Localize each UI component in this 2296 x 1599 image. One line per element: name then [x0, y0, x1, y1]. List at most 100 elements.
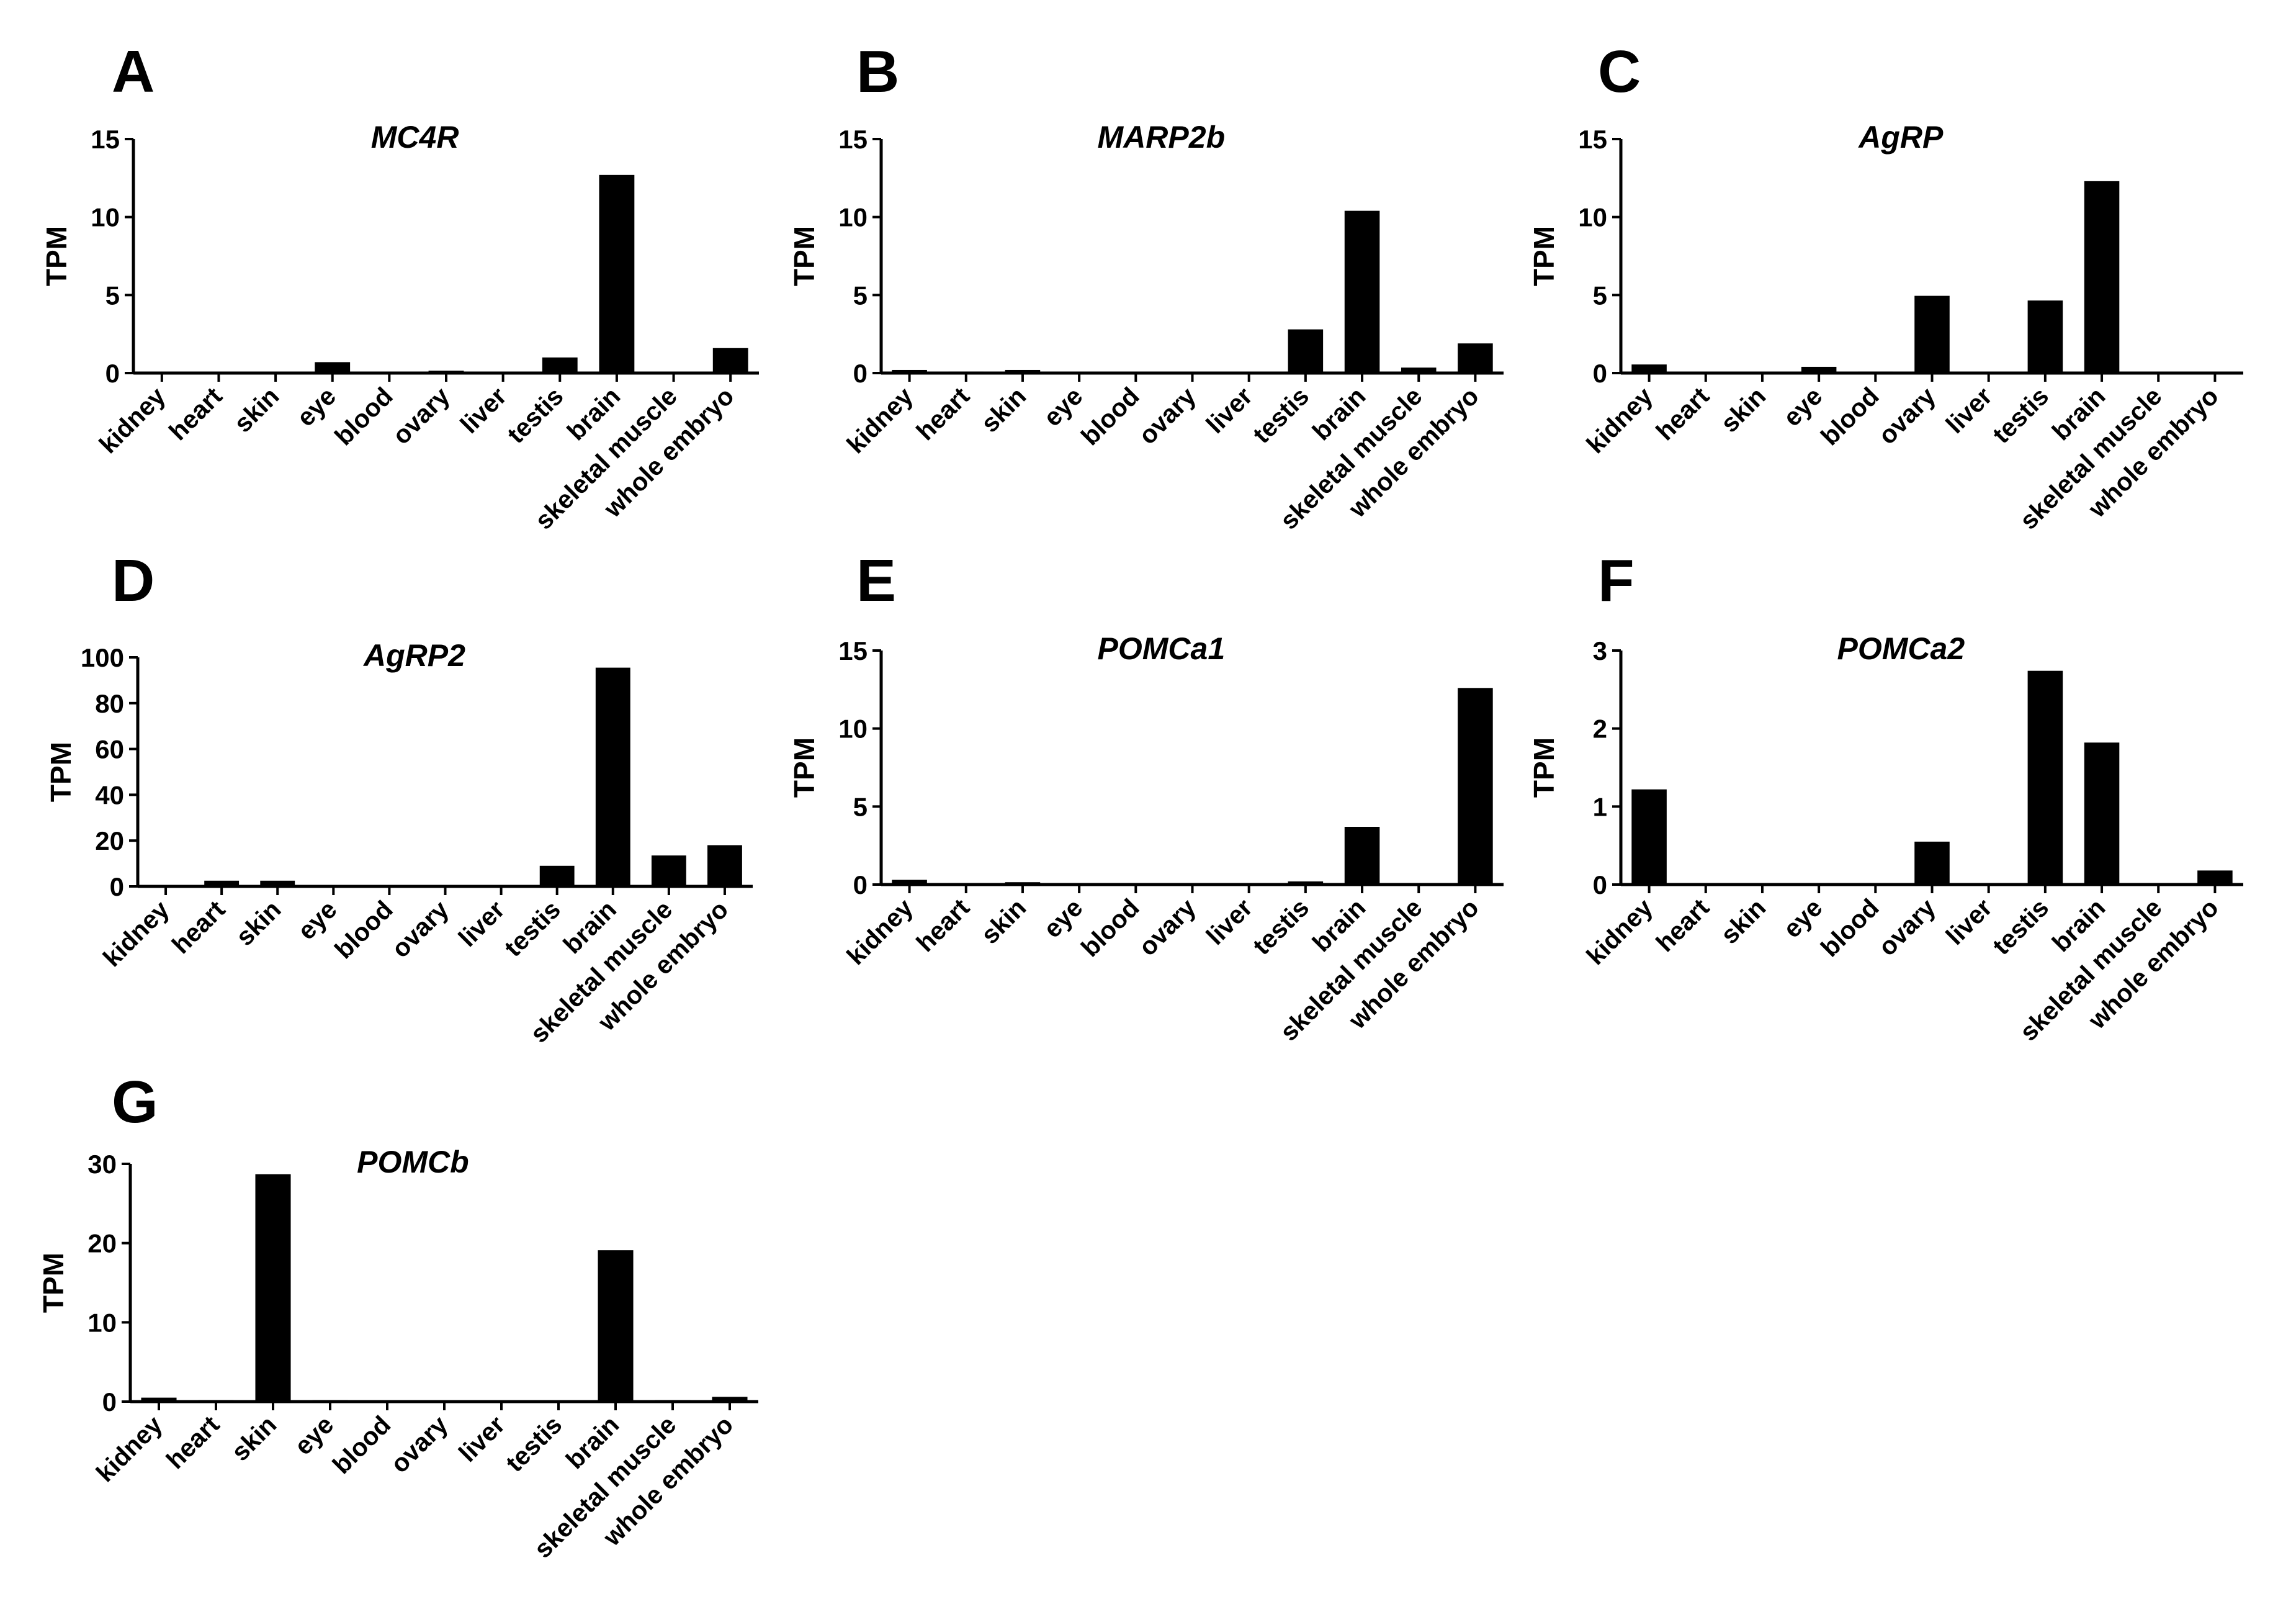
bar-brain [2084, 742, 2120, 885]
panel-letter: E [856, 547, 896, 614]
panel-letter: F [1598, 547, 1635, 614]
y-tick-label: 10 [838, 714, 868, 744]
x-tick-label: kidney [841, 893, 919, 971]
bar-testis [1288, 329, 1324, 373]
x-tick-label: testis [499, 895, 566, 962]
chart-title: POMCb [357, 1145, 469, 1179]
y-tick-label: 15 [838, 125, 868, 154]
bar-kidney [1631, 364, 1667, 373]
y-tick-label: 0 [1593, 870, 1607, 899]
panel-letter: G [112, 1069, 158, 1135]
x-tick-label: kidney [94, 382, 171, 459]
y-tick-label: 5 [105, 281, 120, 310]
y-tick-label: 2 [1593, 714, 1607, 744]
x-tick-label: ovary [386, 895, 454, 963]
y-tick-label: 20 [87, 1229, 117, 1258]
x-tick-label: ovary [1133, 382, 1201, 450]
x-tick-label: skin [1715, 893, 1772, 950]
y-tick-label: 10 [838, 203, 868, 232]
y-tick-label: 15 [91, 125, 120, 154]
y-tick-label: 20 [95, 826, 124, 855]
x-tick-label: blood [1815, 893, 1884, 962]
y-tick-label: 0 [853, 359, 868, 388]
panel-letter: C [1598, 38, 1641, 105]
y-tick-label: 0 [1593, 359, 1607, 388]
bar-kidney [892, 880, 927, 885]
y-tick-label: 10 [91, 203, 120, 232]
bar-testis [539, 865, 575, 886]
bar-whole-embryo [1458, 343, 1493, 373]
bar-whole-embryo [707, 845, 742, 886]
bar-testis [542, 357, 578, 373]
bar-kidney [892, 369, 927, 373]
bar-whole-embryo [1458, 688, 1493, 885]
bar-testis [2027, 670, 2063, 885]
x-tick-label: ovary [385, 1410, 453, 1479]
x-tick-label: blood [329, 895, 398, 964]
y-tick-label: 10 [1578, 203, 1607, 232]
y-axis-label: TPM [1528, 737, 1560, 798]
x-tick-label: testis [500, 1410, 567, 1477]
bar-whole-embryo [712, 1397, 748, 1402]
bar-ovary [1914, 841, 1950, 885]
y-tick-label: 0 [102, 1387, 117, 1417]
chart-title: POMCa1 [1098, 631, 1226, 666]
x-tick-label: skin [975, 893, 1032, 950]
y-tick-label: 0 [853, 870, 868, 899]
x-tick-label: testis [1987, 382, 2054, 449]
x-tick-label: skin [1715, 382, 1772, 438]
x-tick-label: kidney [1581, 893, 1659, 971]
chart-title: AgRP2 [362, 638, 465, 673]
y-tick-label: 0 [105, 359, 120, 388]
x-tick-label: kidney [1581, 382, 1659, 459]
bar-skeletal-muscle [1401, 367, 1437, 373]
panel-letter: A [112, 38, 155, 105]
chart-title: AgRP [1857, 120, 1944, 155]
x-tick-label: eye [1038, 382, 1088, 432]
x-tick-label: ovary [1873, 382, 1941, 450]
x-tick-label: ovary [1133, 893, 1201, 962]
bar-ovary [1914, 295, 1950, 373]
x-tick-label: testis [1247, 382, 1314, 449]
x-tick-label: ovary [1873, 893, 1941, 962]
y-tick-label: 10 [87, 1308, 117, 1337]
bar-skin [1005, 369, 1041, 373]
bar-brain [599, 174, 635, 373]
x-tick-label: eye [1778, 893, 1828, 944]
bar-eye [315, 362, 351, 373]
bar-kidney [141, 1397, 177, 1402]
x-tick-label: eye [1778, 382, 1828, 432]
y-tick-label: 100 [81, 643, 124, 672]
x-tick-label: skin [975, 382, 1032, 438]
x-tick-label: eye [289, 1410, 339, 1461]
chart-title: POMCa2 [1837, 631, 1965, 666]
y-tick-label: 30 [87, 1150, 117, 1179]
y-tick-label: 5 [853, 281, 868, 310]
x-tick-label: blood [327, 1410, 396, 1479]
panel-letter: D [112, 547, 155, 614]
y-tick-label: 80 [95, 689, 124, 718]
bar-brain [598, 1250, 634, 1402]
x-tick-label: testis [1987, 893, 2054, 960]
x-tick-label: blood [1075, 893, 1144, 962]
x-tick-label: skin [228, 382, 285, 438]
y-tick-label: 3 [1593, 636, 1607, 665]
x-tick-label: ovary [387, 382, 455, 450]
bar-testis [2027, 300, 2063, 373]
bar-kidney [1631, 789, 1667, 885]
x-tick-label: eye [291, 382, 341, 432]
x-tick-label: blood [329, 382, 398, 451]
y-axis-label: TPM [788, 226, 820, 286]
y-axis-label: TPM [45, 742, 77, 802]
bar-whole-embryo [712, 348, 748, 373]
bar-brain [1344, 827, 1380, 885]
x-tick-label: heart [163, 382, 228, 446]
bar-heart [204, 880, 240, 886]
bar-skeletal-muscle [651, 855, 686, 886]
bar-testis [1288, 881, 1324, 885]
